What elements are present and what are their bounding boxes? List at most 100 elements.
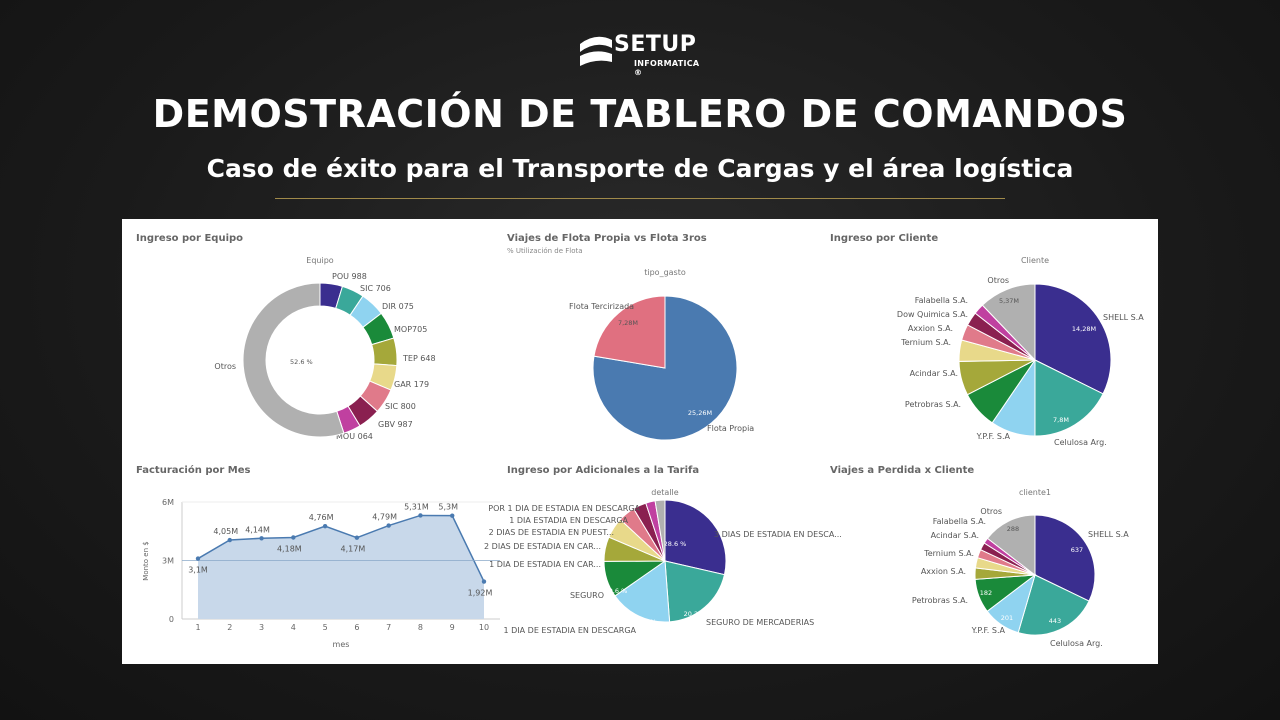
ingreso-cliente-data-label: 14,28M <box>1072 325 1096 333</box>
facturacion-mes-point <box>481 579 487 584</box>
viajes-perdida-data-label: 443 <box>1049 617 1061 625</box>
facturacion-mes-point <box>291 535 296 540</box>
ingreso-adicionales-slice-label: POR 1 DIA DE ESTADIA EN DESCARGA <box>488 504 640 513</box>
ingreso-adicionales-slice <box>654 499 666 562</box>
facturacion-mes-y-label: Monto en $ <box>142 541 150 580</box>
facturacion-mes-y-tick: 3M <box>162 557 174 566</box>
ingreso-equipo-title: Ingreso por Equipo <box>136 233 243 244</box>
ingreso-adicionales-slice-label: 2 DIAS DE ESTADIA EN PUEST... <box>489 528 614 537</box>
ingreso-equipo-slice-label: Otros <box>214 362 236 371</box>
facturacion-mes-x-tick: 8 <box>418 623 423 632</box>
facturacion-mes-point <box>322 523 328 529</box>
viajes-flota-data-label: 25,26M <box>688 409 712 417</box>
dashboard-svg: Ingreso por Equipo Equipo POU 988 SIC 706 DI… <box>136 233 1144 649</box>
ingreso-cliente-slice <box>1034 283 1112 395</box>
facturacion-mes-point <box>450 513 455 518</box>
viajes-perdida-data-label: 288 <box>1007 525 1019 533</box>
viajes-perdida-slice-label: Axxion S.A. <box>921 567 966 576</box>
viajes-perdida-data-label: 637 <box>1071 546 1083 554</box>
facturacion-mes-data-label: 1,92M <box>468 589 493 598</box>
facturacion-mes-point <box>418 513 423 518</box>
logo-mark-icon <box>580 36 612 66</box>
title-divider <box>275 198 1005 199</box>
viajes-perdida-slice <box>1034 514 1096 602</box>
facturacion-mes-x-tick: 7 <box>386 623 391 632</box>
dashboard-panel: Ingreso por Equipo Equipo POU 988 SIC 706 DI… <box>122 219 1158 664</box>
viajes-flota-slice <box>593 295 666 369</box>
viajes-perdida-data-label: 201 <box>1001 614 1013 622</box>
ingreso-cliente-slice <box>1034 359 1104 437</box>
ingreso-cliente-slice <box>981 283 1036 362</box>
ingreso-cliente-data-label: 5,37M <box>999 297 1019 305</box>
viajes-perdida-slice-label: Ternium S.A. <box>923 549 974 558</box>
facturacion-mes-x-tick: 4 <box>291 623 296 632</box>
ingreso-cliente-chart: Ingreso por Cliente Cliente SHELL S.A 14,28… <box>830 233 1144 447</box>
ingreso-equipo-slice-label: MOU 064 <box>336 432 373 441</box>
facturacion-mes-data-label: 4,05M <box>213 527 238 536</box>
ingreso-equipo-chart: Ingreso por Equipo Equipo POU 988 SIC 706 DI… <box>136 233 436 441</box>
viajes-flota-data-label: 7,28M <box>618 319 638 327</box>
ingreso-equipo-slice <box>242 282 345 438</box>
viajes-flota-legend-title: tipo_gasto <box>644 268 686 277</box>
ingreso-adicionales-slice-label: SEGURO <box>570 591 604 600</box>
ingreso-adicionales-slice-label: 1 DIA ESTADIA EN DESCARGA <box>509 516 628 525</box>
ingreso-adicionales-slice-label: 1 DIA DE ESTADIA EN DESCARGA <box>504 626 637 635</box>
ingreso-adicionales-slice-label: 1 DIA DE ESTADIA EN CAR... <box>489 560 601 569</box>
facturacion-mes-area <box>198 515 484 619</box>
ingreso-adicionales-slice <box>664 560 726 623</box>
viajes-perdida-slice-label: Otros <box>980 507 1002 516</box>
facturacion-mes-chart: Facturación por Mes 0 3M 6M 3,1M 1 4,05M 2 4,14M… <box>136 464 500 649</box>
ingreso-cliente-slice-label: Otros <box>987 276 1009 285</box>
viajes-perdida-chart: Viajes a Perdida x Cliente cliente1 SHELL … <box>830 465 1129 648</box>
ingreso-equipo-slice-label: POU 988 <box>332 272 367 281</box>
facturacion-mes-x-tick: 3 <box>259 623 264 632</box>
ingreso-equipo-data-label: 52.6 % <box>290 358 313 366</box>
facturacion-mes-title: Facturación por Mes <box>136 464 251 476</box>
page-subtitle: Caso de éxito para el Transporte de Carg… <box>206 154 1074 183</box>
facturacion-mes-x-tick: 2 <box>227 623 232 632</box>
ingreso-adicionales-data-label: 9.6 % <box>609 587 628 595</box>
ingreso-cliente-slice-label: Ternium S.A. <box>900 338 951 347</box>
viajes-perdida-title: Viajes a Perdida x Cliente <box>830 465 974 476</box>
ingreso-adicionales-slice-label: 3 DIAS DE ESTADIA EN DESCA... <box>714 530 842 539</box>
facturacion-mes-x-tick: 9 <box>450 623 455 632</box>
ingreso-equipo-legend-title: Equipo <box>306 256 334 265</box>
ingreso-cliente-title: Ingreso por Cliente <box>830 233 938 244</box>
viajes-flota-slice-label: Flota Propia <box>707 424 754 433</box>
viajes-perdida-legend-title: cliente1 <box>1019 488 1051 497</box>
facturacion-mes-data-label: 4,76M <box>309 513 334 522</box>
facturacion-mes-y-tick: 0 <box>169 615 174 624</box>
viajes-flota-slice-label: Flota Tercirizada <box>569 302 634 311</box>
facturacion-mes-point <box>227 537 232 543</box>
ingreso-cliente-slice-label: Y.P.F. S.A <box>976 432 1011 441</box>
facturacion-mes-point <box>354 535 360 540</box>
ingreso-adicionales-data-label: 20.2 % <box>684 610 707 618</box>
facturacion-mes-data-label: 4,18M <box>277 544 302 553</box>
ingreso-cliente-slice-label: Axxion S.A. <box>908 324 953 333</box>
ingreso-cliente-slice-label: Dow Quimica S.A. <box>897 310 968 319</box>
viajes-perdida-data-label: 182 <box>980 589 992 597</box>
viajes-flota-chart: Viajes de Flota Propia vs Flota 3ros % Ut… <box>507 233 754 441</box>
facturacion-mes-x-tick: 1 <box>195 623 200 632</box>
page-title: DEMOSTRACIÓN DE TABLERO DE COMANDOS <box>152 92 1128 136</box>
ingreso-adicionales-data-label: 16.5 % <box>634 618 657 626</box>
facturacion-mes-point <box>386 523 391 528</box>
ingreso-adicionales-legend-title: detalle <box>651 488 678 497</box>
logo-subtitle: INFORMATICA ® <box>634 59 700 77</box>
ingreso-adicionales-title: Ingreso por Adicionales a la Tarifa <box>507 465 699 476</box>
ingreso-cliente-slice-label: SHELL S.A <box>1103 313 1144 322</box>
facturacion-mes-x-tick: 6 <box>354 623 359 632</box>
logo-name: SETUP <box>614 32 697 57</box>
ingreso-equipo-slice-label: SIC 800 <box>385 402 416 411</box>
viajes-flota-title: Viajes de Flota Propia vs Flota 3ros <box>507 233 707 244</box>
ingreso-cliente-slice-label: Acindar S.A. <box>910 369 958 378</box>
facturacion-mes-data-label: 3,1M <box>188 566 208 575</box>
viajes-perdida-slice-label: Acindar S.A. <box>931 531 979 540</box>
facturacion-mes-x-tick: 10 <box>479 623 489 632</box>
facturacion-mes-data-label: 4,79M <box>372 513 397 522</box>
facturacion-mes-x-label: mes <box>333 640 350 649</box>
ingreso-adicionales-slice-label: SEGURO DE MERCADERIAS <box>706 618 814 627</box>
ingreso-equipo-slice-label: MOP705 <box>394 325 427 334</box>
ingreso-adicionales-slice <box>664 499 727 576</box>
ingreso-equipo-slice-label: DIR 075 <box>382 302 414 311</box>
